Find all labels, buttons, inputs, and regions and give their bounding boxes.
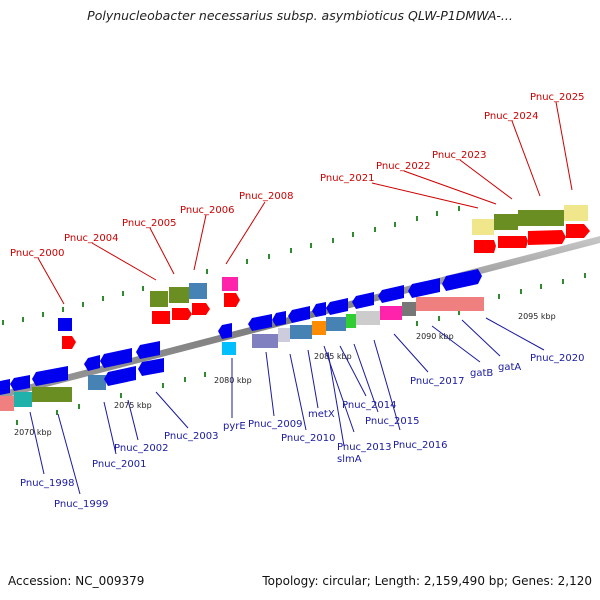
- genome-summary-text: Topology: circular; Length: 2,159,490 bp…: [262, 574, 592, 588]
- gene-label: Pnuc_2024: [484, 111, 538, 122]
- gene-label: Pnuc_2025: [530, 92, 584, 103]
- gene-label: slmA: [337, 454, 362, 465]
- gene-label: Pnuc_2002: [114, 443, 168, 454]
- accession-text: Accession: NC_009379: [8, 574, 145, 588]
- gene-label: Pnuc_2001: [92, 459, 146, 470]
- gene-label: Pnuc_2015: [365, 416, 419, 427]
- gene-label: Pnuc_2021: [320, 173, 374, 184]
- gene-label: gatA: [498, 362, 521, 373]
- gene-label: Pnuc_1999: [54, 499, 108, 510]
- map-title: Polynucleobacter necessarius subsp. asym…: [87, 8, 513, 23]
- gene-label: Pnuc_2020: [530, 353, 584, 364]
- scale-label: 2070 kbp: [14, 428, 52, 437]
- reverse-features: [0, 269, 484, 411]
- gene-label: Pnuc_2023: [432, 150, 486, 161]
- gene-label: Pnuc_2010: [281, 433, 335, 444]
- gene-label: Pnuc_2005: [122, 218, 176, 229]
- gene-label: Pnuc_2004: [64, 233, 118, 244]
- forward-labels: Pnuc_2000 Pnuc_2004 Pnuc_2005 Pnuc_2006 …: [10, 92, 584, 259]
- tick-marks: [2, 206, 586, 425]
- scale-label: 2075 kbp: [114, 401, 152, 410]
- gene-label: metX: [308, 409, 335, 420]
- gene-label: Pnuc_2009: [248, 419, 302, 430]
- scale-label: 2080 kbp: [214, 376, 252, 385]
- gene-label: Pnuc_2013: [337, 442, 391, 453]
- scale-label: 2090 kbp: [416, 332, 454, 341]
- scale-labels: 2070 kbp 2075 kbp 2080 kbp 2085 kbp 2090…: [14, 312, 556, 437]
- gene-label: Pnuc_2006: [180, 205, 234, 216]
- gene-label: Pnuc_2000: [10, 248, 64, 259]
- gene-label: Pnuc_2017: [410, 376, 464, 387]
- gene-label: Pnuc_2016: [393, 440, 447, 451]
- scale-label: 2085 kbp: [314, 352, 352, 361]
- forward-features: [58, 205, 590, 349]
- gene-label: Pnuc_2022: [376, 161, 430, 172]
- gene-label: Pnuc_1998: [20, 478, 74, 489]
- reverse-labels: Pnuc_1998 Pnuc_1999 Pnuc_2001 Pnuc_2002 …: [20, 353, 584, 510]
- gene-label: gatB: [470, 368, 493, 379]
- gene-label: pyrE: [223, 421, 246, 432]
- scale-label: 2095 kbp: [518, 312, 556, 321]
- gene-label: Pnuc_2008: [239, 191, 293, 202]
- forward-leaders: [37, 101, 573, 305]
- reverse-leaders: [29, 317, 545, 495]
- gene-label: Pnuc_2003: [164, 431, 218, 442]
- gene-label: Pnuc_2014: [342, 400, 396, 411]
